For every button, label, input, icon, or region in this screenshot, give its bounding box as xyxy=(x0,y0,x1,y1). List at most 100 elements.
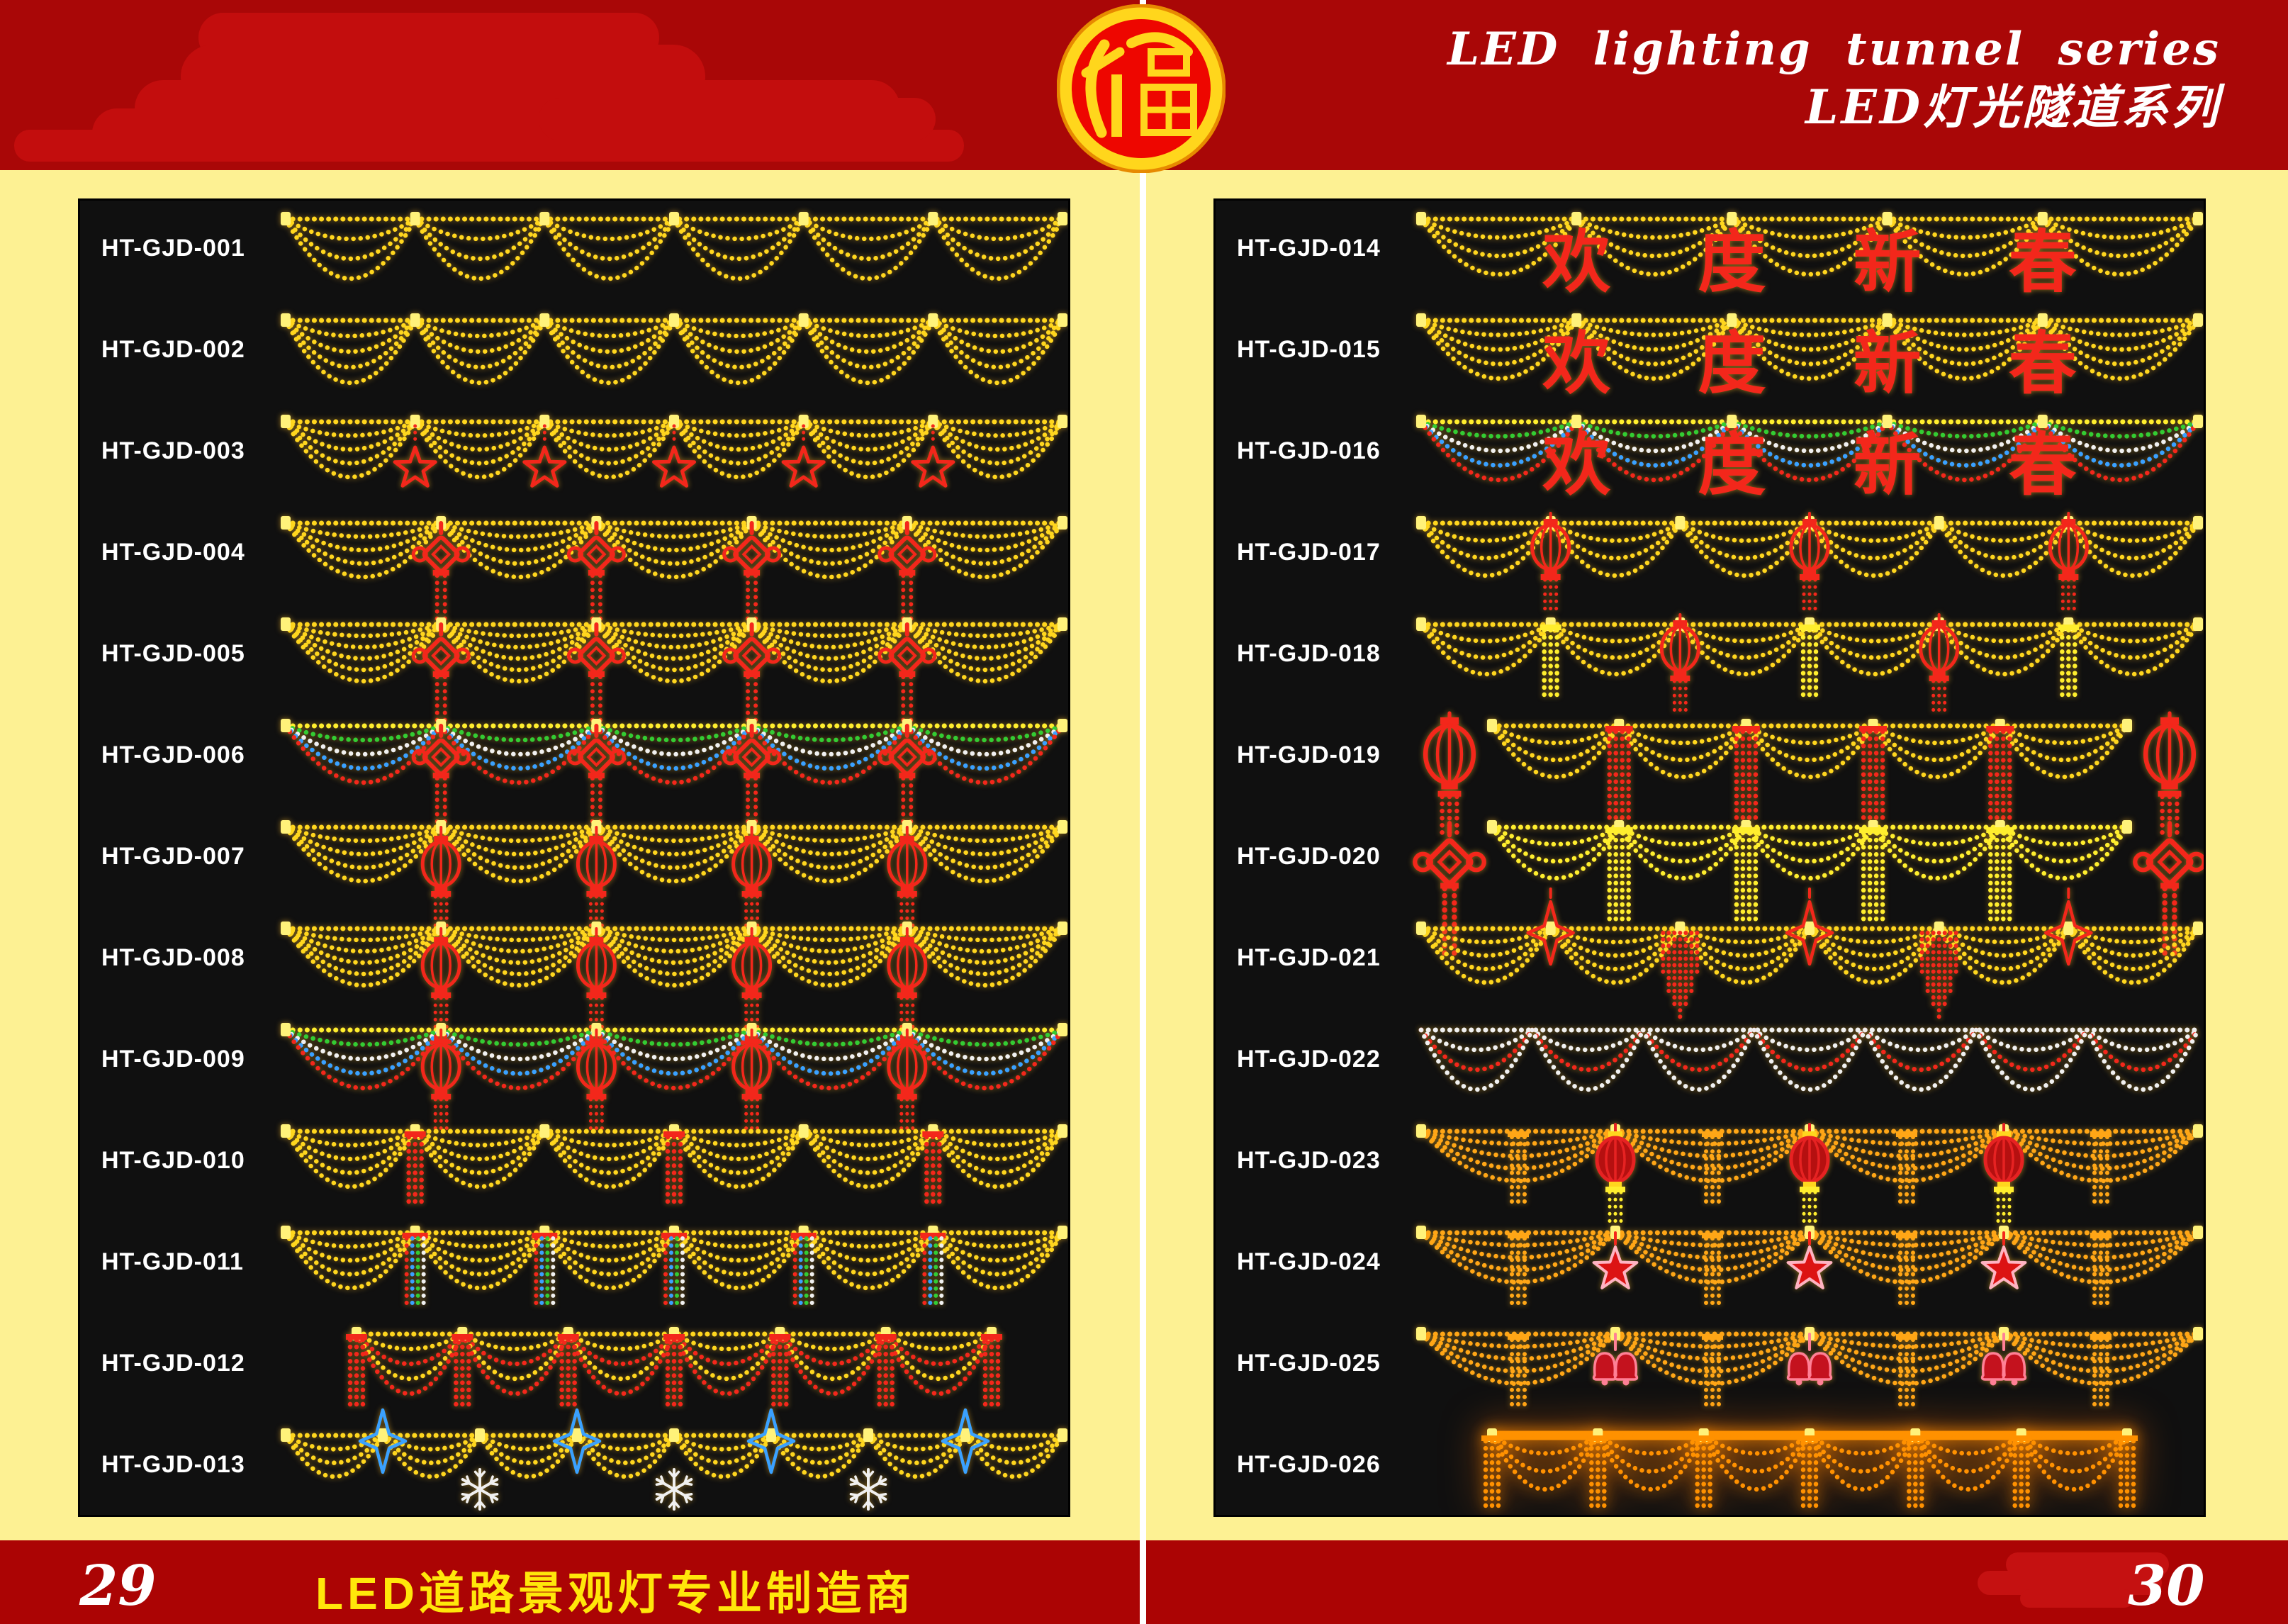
product-code-label: HT-GJD-018 xyxy=(1237,640,1381,667)
garland-graphic xyxy=(1413,1316,2204,1417)
product-code-label: HT-GJD-016 xyxy=(1237,437,1381,464)
product-code-label: HT-GJD-005 xyxy=(101,640,245,667)
garland-graphic xyxy=(1413,809,2204,963)
fu-emblem-logo xyxy=(1057,4,1226,173)
product-row: HT-GJD-003 xyxy=(80,403,1068,505)
product-row: HT-GJD-004 xyxy=(80,505,1068,622)
product-code-label: HT-GJD-011 xyxy=(101,1248,244,1275)
product-code-label: HT-GJD-021 xyxy=(1237,944,1381,971)
product-row: HT-GJD-016 欢 度 新 春 xyxy=(1216,403,2204,505)
garland-graphic xyxy=(1413,1012,2204,1113)
garland-graphic xyxy=(277,1113,1068,1214)
product-code-label: HT-GJD-010 xyxy=(101,1147,245,1174)
svg-text:欢: 欢 xyxy=(1542,427,1610,503)
product-code-label: HT-GJD-026 xyxy=(1237,1451,1381,1478)
product-code-label: HT-GJD-014 xyxy=(1237,235,1381,262)
product-code-label: HT-GJD-009 xyxy=(101,1046,245,1073)
garland-graphic xyxy=(277,809,1068,930)
svg-text:度: 度 xyxy=(1698,427,1766,503)
garland-graphic xyxy=(277,606,1068,723)
product-row: HT-GJD-007 xyxy=(80,809,1068,930)
product-row: HT-GJD-006 xyxy=(80,707,1068,824)
catalog-panel-left: HT-GJD-001 HT-GJD-002 HT-GJD-003 HT-GJD-004… xyxy=(78,198,1070,1517)
product-code-label: HT-GJD-008 xyxy=(101,944,245,971)
product-row: HT-GJD-009 xyxy=(80,1012,1068,1133)
garland-graphic xyxy=(277,910,1068,1031)
product-code-label: HT-GJD-007 xyxy=(101,843,245,870)
garland-graphic xyxy=(1413,1417,2204,1515)
product-row: HT-GJD-026 xyxy=(1216,1417,2204,1515)
product-code-label: HT-GJD-001 xyxy=(101,235,245,262)
product-row: HT-GJD-011 xyxy=(80,1214,1068,1316)
product-row: HT-GJD-012 xyxy=(80,1316,1068,1417)
product-row: HT-GJD-017 xyxy=(1216,505,2204,613)
product-code-label: HT-GJD-025 xyxy=(1237,1350,1381,1377)
page-gutter-line xyxy=(1140,0,1146,1624)
series-title-en: LED lighting tunnel series xyxy=(1447,23,2221,76)
garland-graphic xyxy=(277,1214,1068,1316)
svg-text:春: 春 xyxy=(2009,427,2077,503)
product-code-label: HT-GJD-006 xyxy=(101,741,245,768)
garland-graphic xyxy=(277,1408,1068,1515)
garland-graphic xyxy=(277,505,1068,622)
garland-graphic xyxy=(1413,606,2204,715)
product-code-label: HT-GJD-004 xyxy=(101,539,245,566)
page-number-left: 29 xyxy=(79,1554,157,1618)
garland-graphic xyxy=(277,1012,1068,1133)
svg-text:春: 春 xyxy=(2009,326,2077,402)
garland-graphic xyxy=(277,707,1068,824)
product-code-label: HT-GJD-024 xyxy=(1237,1248,1381,1275)
svg-text:新: 新 xyxy=(1854,427,1922,503)
product-code-label: HT-GJD-003 xyxy=(101,437,245,464)
garland-graphic xyxy=(1413,1214,2204,1316)
product-row: HT-GJD-021 xyxy=(1216,887,2204,1020)
garland-graphic: 欢度新春 xyxy=(1413,201,2204,302)
svg-text:度: 度 xyxy=(1698,225,1766,301)
cloud-ornament-top-left xyxy=(14,13,964,162)
product-code-label: HT-GJD-020 xyxy=(1237,843,1381,870)
product-code-label: HT-GJD-013 xyxy=(101,1451,245,1478)
product-row: HT-GJD-025 xyxy=(1216,1316,2204,1417)
product-row: HT-GJD-010 xyxy=(80,1113,1068,1214)
product-code-label: HT-GJD-017 xyxy=(1237,539,1381,566)
svg-text:欢: 欢 xyxy=(1542,326,1610,402)
product-row: HT-GJD-013 xyxy=(80,1408,1068,1515)
product-row: HT-GJD-022 xyxy=(1216,1012,2204,1113)
product-row: HT-GJD-008 xyxy=(80,910,1068,1031)
svg-text:度: 度 xyxy=(1698,326,1766,402)
cloud-ornament-bottom-right xyxy=(1978,1552,2169,1608)
product-row: HT-GJD-015 欢 度 新 春 xyxy=(1216,302,2204,403)
product-code-label: HT-GJD-012 xyxy=(101,1350,245,1377)
product-code-label: HT-GJD-015 xyxy=(1237,336,1381,363)
product-code-label: HT-GJD-023 xyxy=(1237,1147,1381,1174)
product-row: HT-GJD-001 xyxy=(80,201,1068,302)
garland-graphic xyxy=(1413,1113,2204,1226)
series-title-zh: LED灯光隧道系列 xyxy=(1805,79,2221,135)
product-row: HT-GJD-014 欢 度 新 春 xyxy=(1216,201,2204,302)
product-code-label: HT-GJD-002 xyxy=(101,336,245,363)
catalog-panel-right: HT-GJD-014 欢度新春 HT-GJD-015 欢度新春 HT-GJD-016 欢度… xyxy=(1213,198,2206,1517)
product-row: HT-GJD-019 xyxy=(1216,707,2204,840)
svg-text:新: 新 xyxy=(1854,326,1922,402)
garland-graphic: 欢度新春 xyxy=(1413,302,2204,403)
product-row: HT-GJD-018 xyxy=(1216,606,2204,715)
garland-graphic xyxy=(277,201,1068,302)
product-row: HT-GJD-005 xyxy=(80,606,1068,723)
svg-text:春: 春 xyxy=(2009,225,2077,301)
garland-graphic xyxy=(277,403,1068,505)
garland-graphic xyxy=(277,1316,1068,1417)
garland-graphic xyxy=(1413,887,2204,1020)
page-number-right: 30 xyxy=(2128,1554,2205,1618)
header-titles: LED lighting tunnel series LED灯光隧道系列 xyxy=(1447,21,2221,137)
product-code-label: HT-GJD-022 xyxy=(1237,1046,1381,1073)
garland-graphic: 欢度新春 xyxy=(1413,403,2204,505)
product-code-label: HT-GJD-019 xyxy=(1237,741,1381,768)
product-row: HT-GJD-024 xyxy=(1216,1214,2204,1316)
garland-graphic xyxy=(1413,707,2204,840)
svg-text:新: 新 xyxy=(1854,225,1922,301)
garland-graphic xyxy=(277,302,1068,403)
garland-graphic xyxy=(1413,505,2204,613)
footer-slogan: LED道路景观灯专业制造商 xyxy=(315,1568,915,1619)
product-row: HT-GJD-020 xyxy=(1216,809,2204,963)
